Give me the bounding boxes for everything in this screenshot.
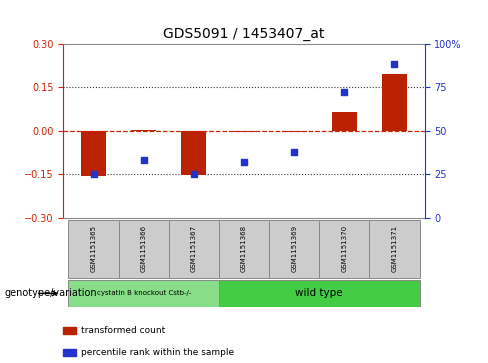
Point [341,89,348,95]
Text: genotype/variation: genotype/variation [5,288,98,298]
Text: GSM1151368: GSM1151368 [241,225,247,273]
Bar [369,220,420,278]
Text: wild type: wild type [295,288,343,298]
Bar [319,220,369,278]
Point [390,62,398,68]
Text: GSM1151369: GSM1151369 [291,225,297,273]
Point [190,171,198,177]
Text: GSM1151370: GSM1151370 [341,225,347,273]
Bar [119,220,169,278]
Text: GSM1151366: GSM1151366 [141,225,147,273]
Text: percentile rank within the sample: percentile rank within the sample [81,348,234,357]
Title: GDS5091 / 1453407_at: GDS5091 / 1453407_at [163,27,325,41]
Bar [219,220,269,278]
Bar [182,131,206,175]
Text: cystatin B knockout Cstb-/-: cystatin B knockout Cstb-/- [97,290,191,297]
Text: GSM1151371: GSM1151371 [391,225,397,273]
Bar [68,280,219,307]
Bar [219,280,420,307]
Bar [169,220,219,278]
Bar [131,130,156,131]
Text: GSM1151367: GSM1151367 [191,225,197,273]
Bar [68,220,119,278]
Bar [269,220,319,278]
Bar [332,112,357,131]
Point [90,171,98,177]
Text: GSM1151365: GSM1151365 [91,225,97,272]
Text: transformed count: transformed count [81,326,165,335]
Bar [382,74,407,131]
Point [240,159,248,165]
Point [290,149,298,155]
Point [140,158,147,163]
Bar [231,131,257,132]
Bar [81,131,106,176]
